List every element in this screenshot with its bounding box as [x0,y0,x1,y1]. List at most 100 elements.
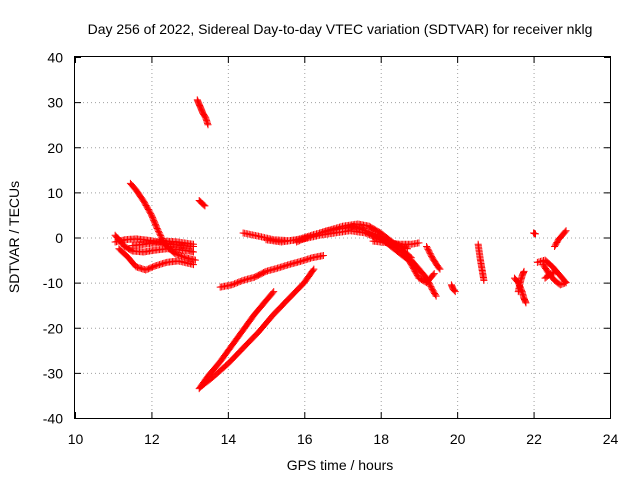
plot-frame [74,56,611,419]
data-point [153,224,161,232]
data-point [173,250,181,258]
data-point [522,299,530,307]
series-arc-21 [514,267,528,296]
series-arc-8 [195,288,278,393]
y-tick-label: 40 [47,50,63,66]
data-points [111,96,570,393]
data-point [415,239,423,247]
data-point [307,232,315,240]
data-point [558,280,566,288]
data-point [480,276,488,284]
data-point [547,270,555,278]
y-tick-label: 30 [47,95,63,111]
data-point [429,271,437,279]
data-point [189,240,197,248]
data-point [364,228,372,236]
data-point [189,248,197,256]
x-tick-label: 20 [450,431,466,447]
data-point [354,224,362,232]
data-point [200,201,208,209]
data-point [238,277,246,285]
series-arc-22 [530,229,539,238]
series-arc-6 [193,96,212,129]
data-point [191,256,199,264]
data-point [450,287,458,295]
data-point [436,265,444,273]
data-point [156,230,164,238]
data-point [170,249,178,257]
data-point [310,265,318,273]
data-point [359,226,367,234]
data-point [556,281,564,289]
data-point [367,229,375,237]
x-tick-label: 16 [297,431,313,447]
y-tick-label: 20 [47,140,63,156]
data-point [231,280,239,288]
series-arc-26 [551,227,570,251]
data-point [157,232,165,240]
data-point [562,227,570,235]
data-point [432,292,440,300]
data-point [451,288,459,296]
data-point [309,266,317,274]
y-tick-label: -30 [43,365,63,381]
data-point [366,228,374,236]
series-arc-7 [195,196,209,210]
data-point [550,268,558,276]
data-point [553,267,560,275]
x-axis-label: GPS time / hours [287,457,394,473]
chart-title: Day 256 of 2022, Sidereal Day-to-day VTE… [88,21,593,37]
x-tick-label: 10 [68,431,84,447]
y-tick-label: 10 [47,185,63,201]
y-tick-label: -10 [43,275,63,291]
series-arc-4 [126,179,199,264]
data-point [360,226,368,234]
series-arc-19 [474,240,488,284]
y-tick-label: 0 [55,230,63,246]
data-point [435,264,443,272]
data-point [204,121,212,129]
data-point [175,251,183,259]
data-point [551,268,559,276]
data-point [361,227,369,235]
data-point [235,278,243,286]
series-arc-18 [447,281,459,296]
data-point [520,267,528,275]
data-point [363,227,371,235]
data-point [357,225,365,233]
data-point [561,279,569,287]
x-tick-label: 24 [603,431,619,447]
data-point [351,223,359,231]
series-arc-17 [423,243,444,273]
series-arc-25 [541,267,560,282]
series-arc-16 [407,256,440,300]
data-point [229,280,237,288]
series-arc-5 [128,237,197,250]
data-point [430,270,438,278]
data-point [561,228,569,236]
data-point [319,252,327,260]
x-tick-label: 12 [144,431,160,447]
series-arc-3 [115,245,197,274]
data-point [548,269,556,277]
data-point [154,226,162,234]
series-arc-2 [111,231,197,256]
data-point [201,202,209,210]
data-point [356,224,364,232]
data-point [370,230,378,238]
x-tick-label: 14 [221,431,237,447]
data-point [269,289,277,297]
series-arc-9 [197,265,318,390]
data-point [178,252,186,260]
y-tick-label: -40 [43,411,63,427]
x-tick-label: 22 [526,431,542,447]
data-point [189,261,197,269]
data-point [176,252,184,260]
series-arc-14 [369,237,423,248]
data-point [562,279,570,287]
x-tick-label: 18 [373,431,389,447]
data-point [233,279,241,287]
data-point [350,222,358,230]
data-point [236,277,244,285]
